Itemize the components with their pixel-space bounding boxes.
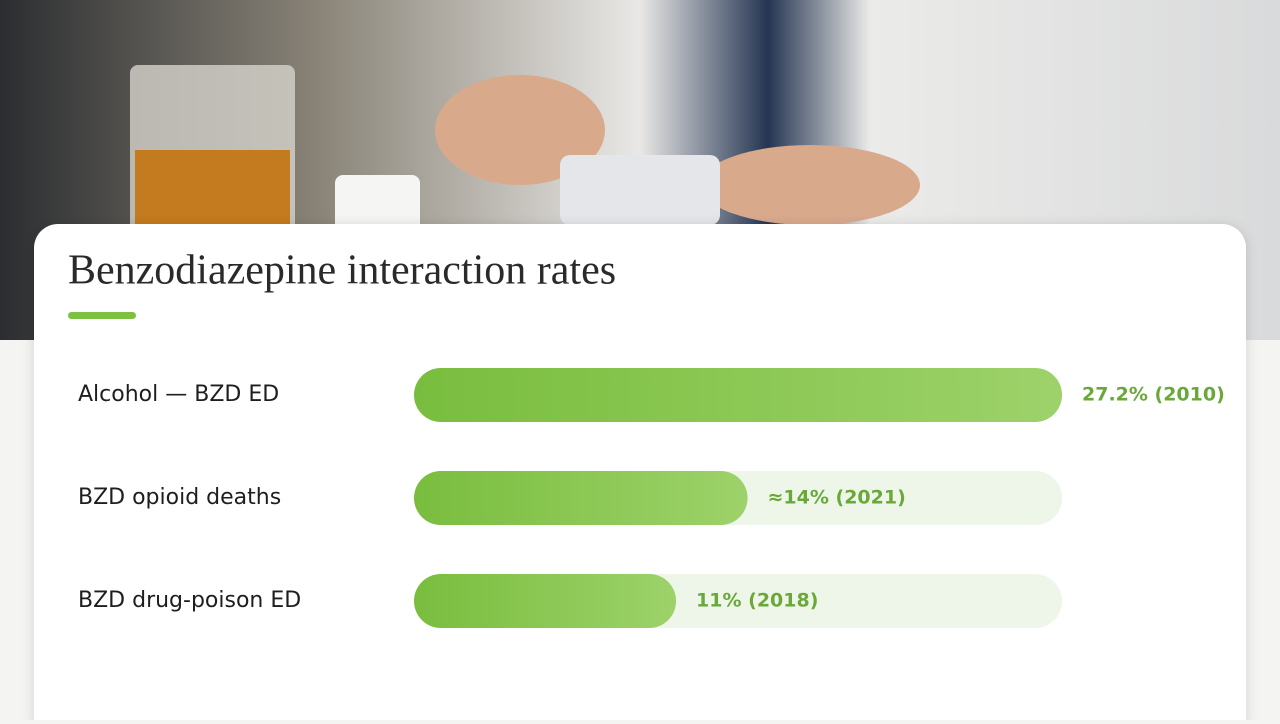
- value-label: 11% (2018): [696, 590, 818, 612]
- bar: [414, 368, 1062, 422]
- value-label: 27.2% (2010): [1082, 384, 1225, 406]
- bar: [414, 574, 677, 628]
- category-label: BZD drug-poison ED: [78, 588, 301, 613]
- category-label: Alcohol — BZD ED: [78, 382, 279, 407]
- chart-title: Benzodiazepine interaction rates: [68, 248, 616, 294]
- value-label: ≈14% (2021): [768, 487, 906, 509]
- category-label: BZD opioid deaths: [78, 485, 281, 510]
- title-underline: [68, 312, 136, 319]
- bar: [414, 471, 748, 525]
